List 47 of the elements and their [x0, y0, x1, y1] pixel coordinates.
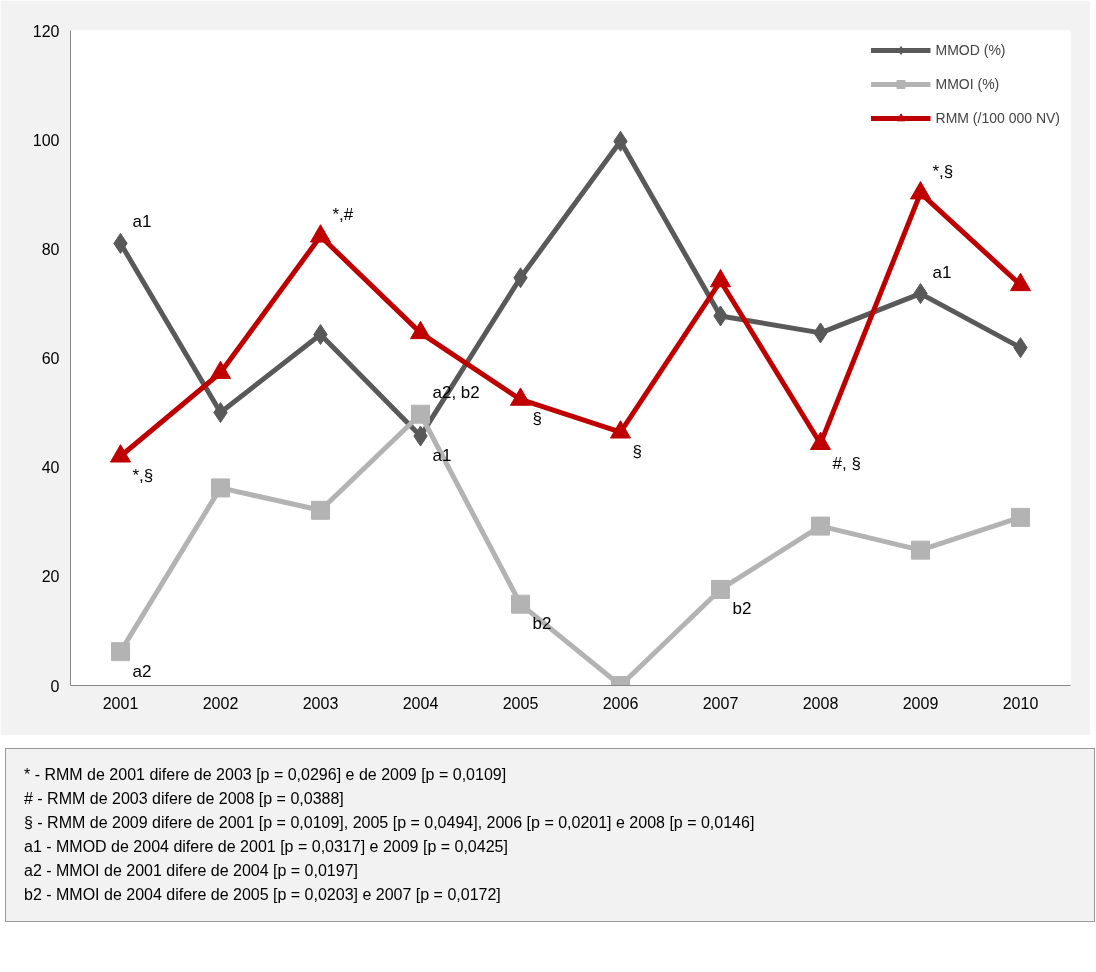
text: * - RMM de 2001 difere de 2003 [p = 0,0296] e de 2009 [p = 0,0109] — [24, 766, 507, 783]
legend-label: MMOI (%) — [935, 76, 1000, 92]
text: a2 - MMOI de 2001 difere de 2004 [p = 0,0197] — [24, 862, 358, 879]
annotation: *,§ — [132, 466, 154, 486]
point — [511, 594, 530, 614]
y-tick-label: 100 — [32, 131, 60, 149]
x-tick-label: 2004 — [402, 694, 439, 712]
annotation: § — [532, 409, 542, 429]
x-tick-label: 2009 — [902, 694, 939, 712]
x-tick-label: 2010 — [1002, 694, 1039, 712]
annotation: a1 — [132, 212, 152, 232]
annotation: a1 — [932, 262, 952, 282]
x-tick-label: 2007 — [702, 694, 739, 712]
x-tick-label: 2006 — [602, 694, 639, 712]
y-tick-label: 80 — [41, 240, 60, 258]
y-tick-label: 120 — [32, 22, 60, 40]
annotation: a2 — [132, 661, 152, 681]
legend-label: RMM (/100 000 NV) — [935, 110, 1060, 126]
text: § - RMM de 2009 difere de 2001 [p = 0,0109], 2005 [p = 0,0494], 2006 [p = 0,0201] e 2008 [p = 0,0146] — [24, 814, 755, 831]
text: a1 - MMOD de 2004 difere de 2001 [p = 0,0317] e 2009 [p = 0,0425] — [24, 838, 508, 855]
annotation: § — [632, 442, 642, 462]
annotation: a1 — [432, 446, 452, 466]
point — [1011, 507, 1030, 527]
x-tick-label: 2003 — [302, 694, 339, 712]
annotation: *,§ — [932, 162, 954, 182]
point — [111, 642, 130, 662]
text: b2 - MMOI de 2004 difere de 2005 [p = 0,0203] e 2007 [p = 0,0172] — [24, 886, 501, 903]
point — [811, 516, 830, 536]
annotation: b2 — [732, 599, 752, 619]
text: # - RMM de 2003 difere de 2008 [p = 0,0388] — [24, 790, 344, 807]
x-tick-label: 2002 — [202, 694, 239, 712]
y-tick-label: 40 — [41, 459, 60, 477]
x-tick-label: 2001 — [102, 694, 139, 712]
annotation: #, § — [832, 453, 861, 473]
legend-label: MMOD (%) — [935, 42, 1006, 58]
point — [211, 478, 230, 498]
point — [411, 404, 430, 424]
x-tick-label: 2008 — [802, 694, 839, 712]
y-tick-label: 60 — [41, 350, 60, 367]
point — [711, 579, 730, 599]
point — [911, 540, 930, 560]
point — [311, 500, 330, 520]
y-tick-label: 0 — [50, 677, 60, 695]
y-tick-label: 20 — [41, 568, 60, 586]
annotation: b2 — [532, 614, 552, 634]
x-tick-label: 2005 — [502, 694, 539, 712]
annotation: *,# — [332, 205, 354, 225]
